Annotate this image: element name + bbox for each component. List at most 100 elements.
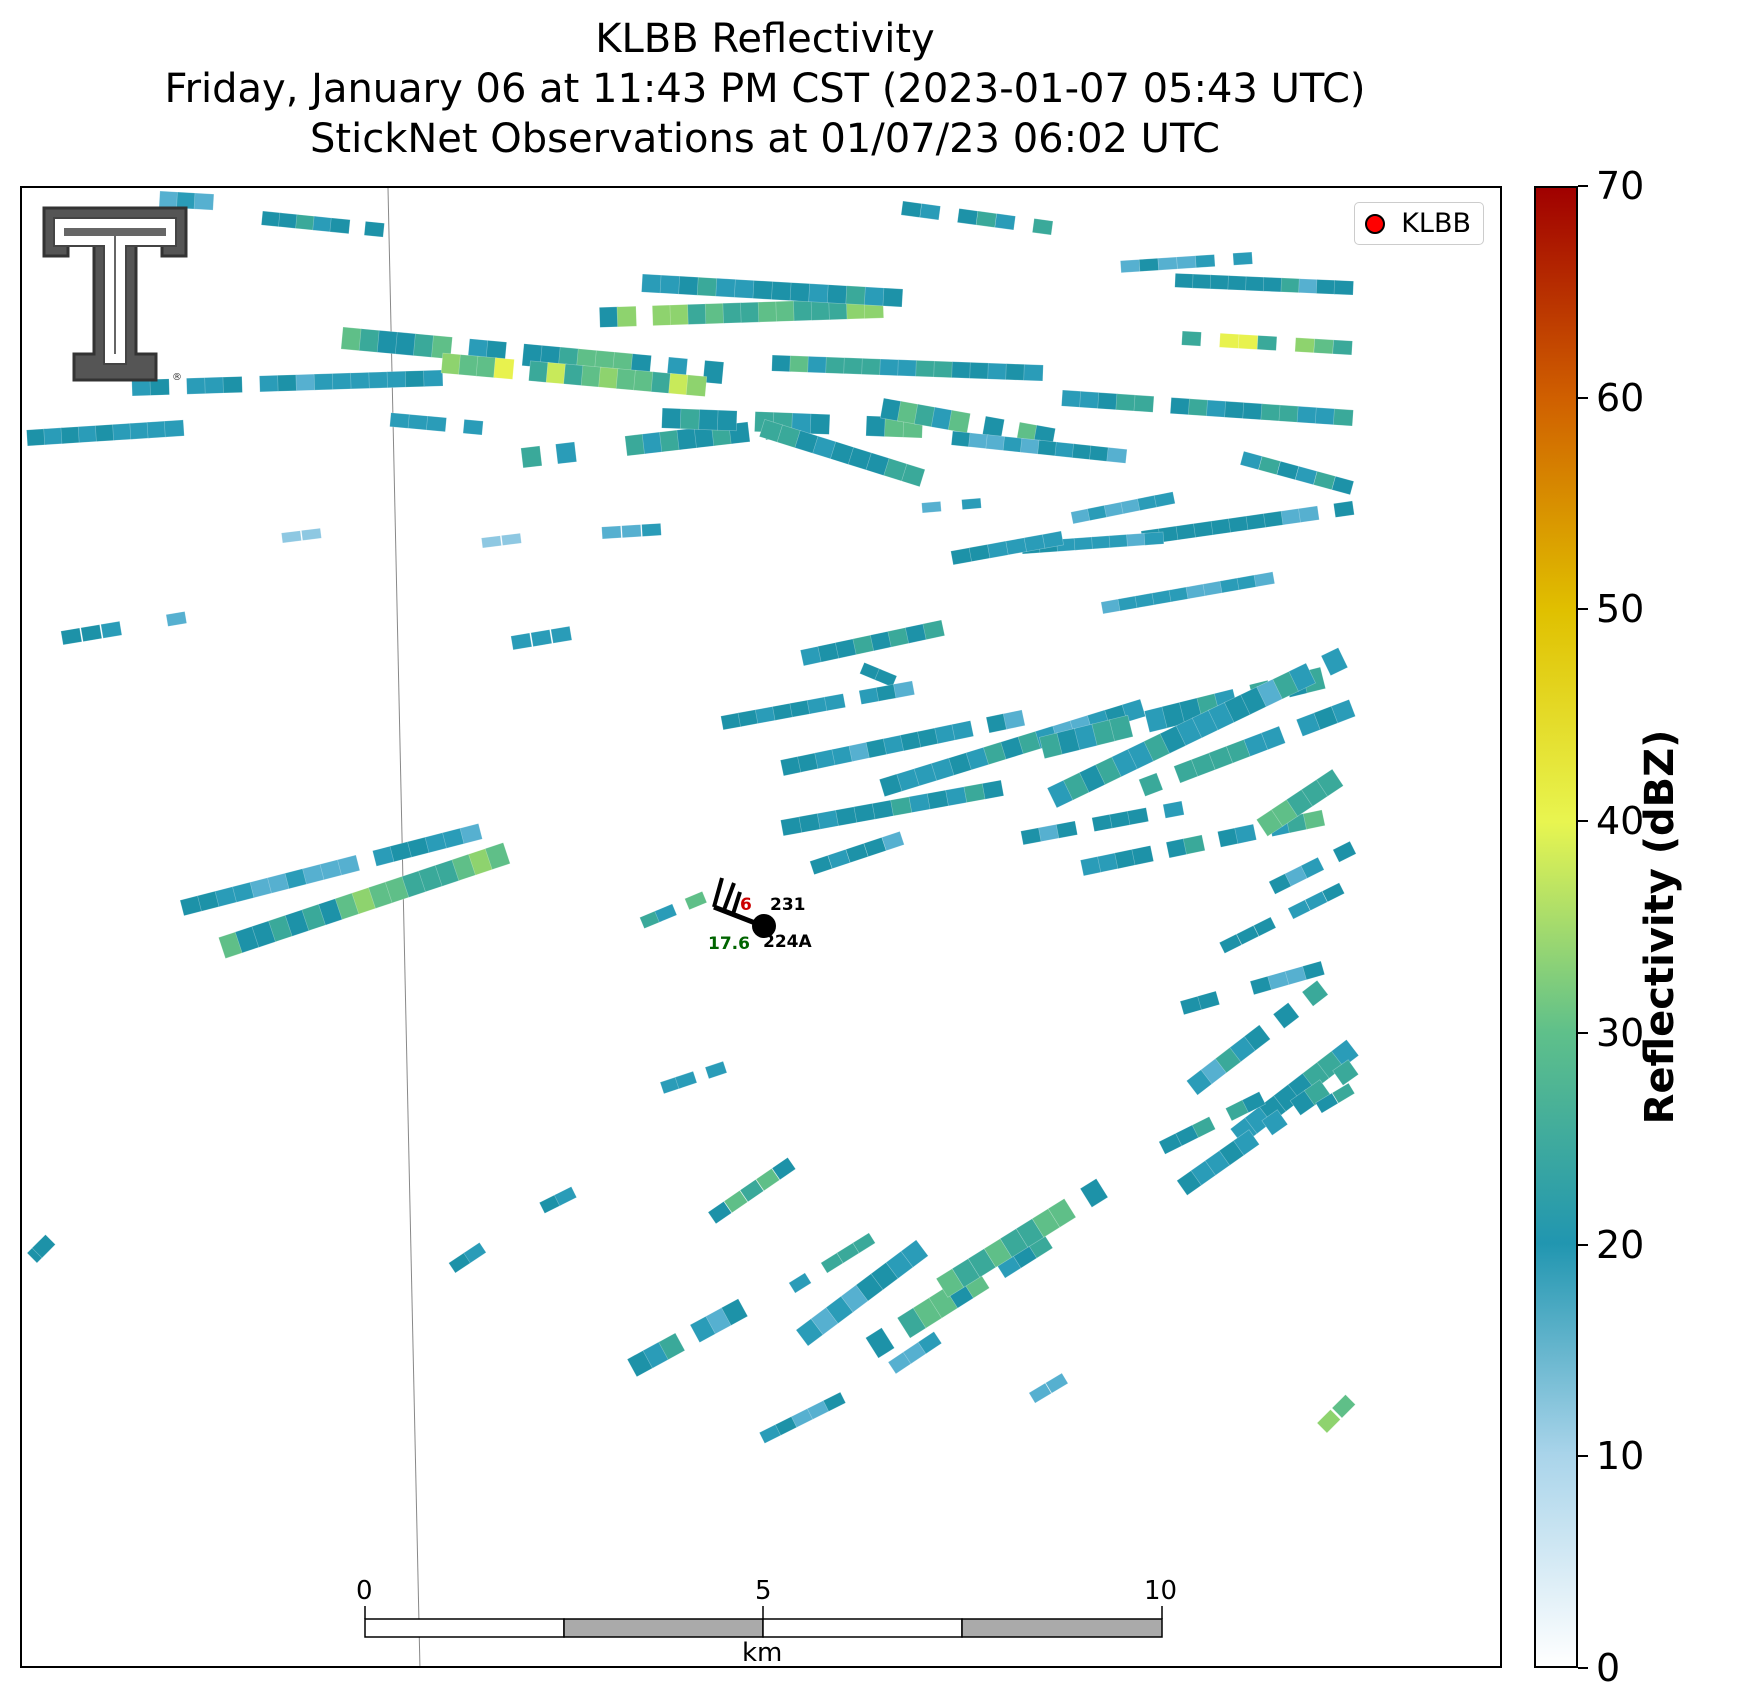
reflectivity-bin (917, 1331, 943, 1355)
reflectivity-bin (1253, 571, 1276, 588)
reflectivity-bin (658, 1332, 686, 1361)
reflectivity-bin (1302, 809, 1326, 830)
reflectivity-bin (413, 333, 435, 358)
reflectivity-bin (1115, 393, 1137, 412)
station-dewpoint-label: 17.6 (708, 934, 750, 954)
reflectivity-bin (1126, 532, 1147, 547)
reflectivity-bin (43, 427, 65, 446)
reflectivity-bin (861, 358, 882, 376)
colorbar-tick-label-60: 60 (1596, 375, 1645, 420)
reflectivity-bin (822, 1391, 847, 1412)
reflectivity-bin (661, 407, 682, 430)
reflectivity-bin (1047, 1198, 1077, 1228)
reflectivity-bin (1055, 820, 1078, 839)
reflectivity-bin (426, 415, 447, 433)
reflectivity-bin (1091, 535, 1112, 550)
reflectivity-bin (1331, 1394, 1356, 1419)
map-legend: KLBB (1354, 202, 1484, 245)
reflectivity-bin (933, 360, 954, 379)
reflectivity-bin (1287, 899, 1311, 920)
reflectivity-bin (555, 441, 578, 465)
reflectivity-bin (1262, 276, 1284, 293)
scale-tick-0: 0 (356, 1576, 373, 1606)
reflectivity-bin (987, 362, 1008, 381)
scale-tick-5: 5 (755, 1576, 772, 1606)
reflectivity-bin (871, 799, 895, 820)
reflectivity-bin (1316, 1409, 1341, 1434)
reflectivity-bin (295, 373, 316, 392)
reflectivity-bin (921, 501, 942, 514)
reflectivity-bin (1162, 800, 1185, 819)
reflectivity-bin (669, 304, 690, 326)
reflectivity-bin (163, 419, 185, 438)
reflectivity-bin (951, 361, 972, 379)
reflectivity-bin (60, 426, 82, 445)
reflectivity-bin (1218, 933, 1243, 954)
station-id-231[interactable]: 231 (770, 895, 806, 915)
reflectivity-bin (1157, 256, 1178, 271)
reflectivity-bin (621, 524, 642, 539)
reflectivity-bin (376, 330, 399, 355)
reflectivity-bin (1181, 330, 1202, 347)
reflectivity-bin (843, 357, 864, 375)
reflectivity-bin (1206, 399, 1227, 418)
reflectivity-bin (1321, 882, 1345, 903)
reflectivity-bin (1288, 662, 1316, 692)
colorbar-tick-label-30: 30 (1596, 1010, 1645, 1055)
reflectivity-bin (1260, 403, 1282, 422)
title-line-2: Friday, January 06 at 11:43 PM CST (2023… (164, 66, 1366, 112)
reflectivity-bin (1301, 979, 1329, 1007)
reflectivity-bin (1227, 275, 1248, 291)
reflectivity-bin (755, 1168, 781, 1192)
reflectivity-bin (900, 200, 923, 218)
reflectivity-bin (826, 284, 848, 305)
radar-map-panel[interactable]: 6 231 17.6 224A 0 5 10 km KLBB ® (20, 186, 1502, 1668)
reflectivity-bin (1232, 251, 1253, 266)
reflectivity-bin (687, 303, 708, 325)
reflectivity-bin (1127, 807, 1149, 826)
reflectivity-bin (459, 823, 483, 845)
reflectivity-bin (641, 523, 662, 537)
reflectivity-bin (950, 547, 973, 566)
reflectivity-bin (1197, 990, 1221, 1011)
reflectivity-bin (1209, 274, 1231, 290)
reflectivity-bin (1320, 647, 1349, 677)
reflectivity-bin (501, 532, 522, 546)
reflectivity-bin (678, 275, 699, 296)
reflectivity-bin (193, 192, 215, 211)
reflectivity-bin (510, 632, 533, 651)
reflectivity-bin (481, 535, 502, 549)
colorbar-tick-label-20: 20 (1596, 1222, 1645, 1267)
reflectivity-bin (1313, 338, 1334, 355)
reflectivity-bin (685, 374, 708, 397)
reflectivity-bin (281, 530, 302, 544)
reflectivity-bin (945, 786, 968, 807)
reflectivity-bin (1242, 402, 1264, 421)
reflectivity-bin (864, 286, 885, 307)
reflectivity-bin (771, 1157, 797, 1181)
reflectivity-bin (788, 1272, 812, 1294)
reflectivity-bin (1294, 465, 1318, 486)
reflectivity-bin (1258, 455, 1281, 476)
reflectivity-layer (26, 188, 1360, 1666)
radar-echo-bins (26, 190, 1360, 1444)
reflectivity-bin (1073, 536, 1095, 551)
reflectivity-bin (1333, 279, 1354, 296)
reflectivity-bin (1023, 534, 1046, 552)
reflectivity-bin (951, 720, 975, 741)
figure-title: KLBB Reflectivity Friday, January 06 at … (20, 14, 1510, 164)
reflectivity-bin (897, 359, 918, 377)
reflectivity-bin (1331, 475, 1355, 496)
reflectivity-bin (463, 1242, 487, 1264)
reflectivity-bin (112, 422, 133, 441)
reflectivity-bin (1314, 407, 1336, 426)
station-id-224a[interactable]: 224A (763, 932, 812, 952)
reflectivity-bin (601, 525, 622, 540)
reflectivity-bin (1045, 1372, 1069, 1394)
reflectivity-bin (1234, 823, 1257, 845)
county-boundary-line (387, 188, 421, 1666)
reflectivity-bin (775, 300, 796, 322)
reflectivity-bin (739, 1179, 765, 1203)
reflectivity-bin (60, 627, 83, 646)
scale-tick-10: 10 (1144, 1576, 1178, 1606)
